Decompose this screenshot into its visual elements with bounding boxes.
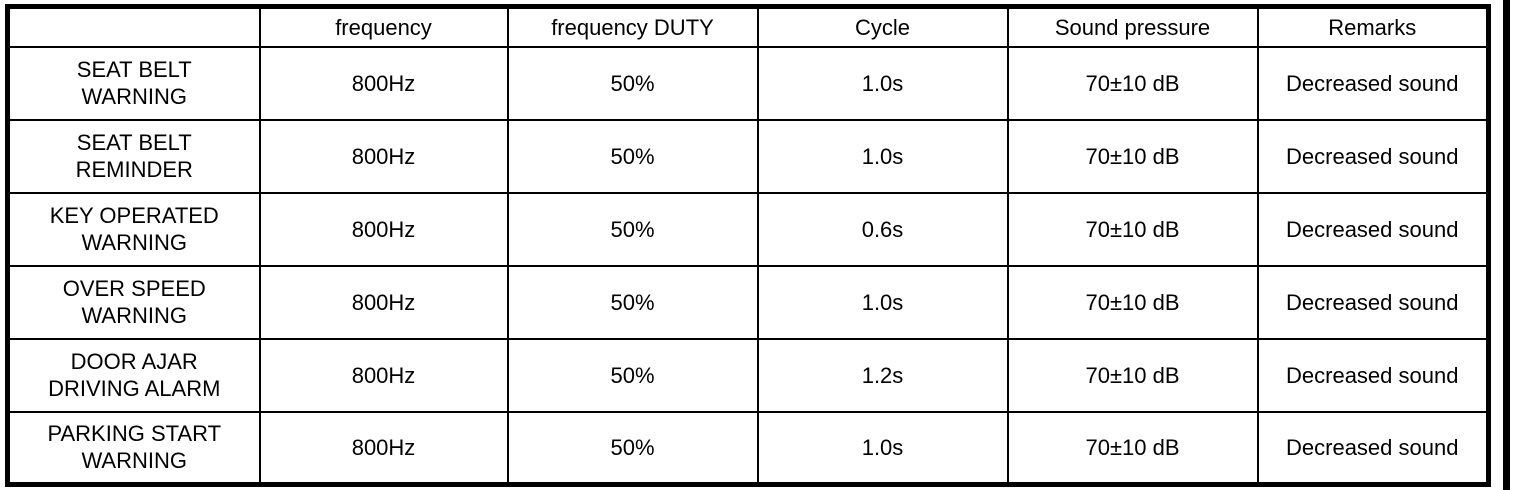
- cell-cycle: 1.0s: [756, 264, 1009, 340]
- table-header-row: frequency frequency DUTY Cycle Sound pre…: [6, 5, 1490, 48]
- page-edge-rule: [1503, 0, 1510, 490]
- row-label: SEAT BELT WARNING: [6, 45, 261, 121]
- cell-frequency: 800Hz: [258, 191, 509, 267]
- cell-frequency-duty: 50%: [506, 337, 759, 413]
- table-row-parking-start-warning: PARKING START WARNING 800Hz 50% 1.0s 70±…: [6, 410, 1490, 486]
- cell-frequency: 800Hz: [258, 118, 509, 194]
- cell-cycle: 0.6s: [756, 191, 1009, 267]
- row-label: KEY OPERATED WARNING: [6, 191, 261, 267]
- cell-cycle: 1.0s: [756, 118, 1009, 194]
- cell-frequency-duty: 50%: [506, 191, 759, 267]
- table-row-key-operated-warning: KEY OPERATED WARNING 800Hz 50% 0.6s 70±1…: [6, 191, 1490, 267]
- table-row-over-speed-warning: OVER SPEED WARNING 800Hz 50% 1.0s 70±10 …: [6, 264, 1490, 340]
- column-header-frequency-duty: frequency DUTY: [506, 5, 759, 48]
- cell-sound-pressure: 70±10 dB: [1006, 118, 1259, 194]
- cell-sound-pressure: 70±10 dB: [1006, 264, 1259, 340]
- buzzer-spec-table: frequency frequency DUTY Cycle Sound pre…: [5, 4, 1491, 487]
- column-header-sound-pressure: Sound pressure: [1006, 5, 1259, 48]
- cell-remarks: Decreased sound: [1256, 264, 1490, 340]
- row-label: SEAT BELT REMINDER: [6, 118, 261, 194]
- cell-cycle: 1.0s: [756, 410, 1009, 486]
- cell-frequency: 800Hz: [258, 410, 509, 486]
- column-header-frequency: frequency: [258, 5, 509, 48]
- cell-frequency-duty: 50%: [506, 118, 759, 194]
- cell-sound-pressure: 70±10 dB: [1006, 337, 1259, 413]
- cell-sound-pressure: 70±10 dB: [1006, 191, 1259, 267]
- cell-sound-pressure: 70±10 dB: [1006, 45, 1259, 121]
- row-label: PARKING START WARNING: [6, 410, 261, 486]
- cell-remarks: Decreased sound: [1256, 337, 1490, 413]
- cell-frequency: 800Hz: [258, 337, 509, 413]
- cell-frequency-duty: 50%: [506, 410, 759, 486]
- row-label: OVER SPEED WARNING: [6, 264, 261, 340]
- cell-sound-pressure: 70±10 dB: [1006, 410, 1259, 486]
- cell-cycle: 1.2s: [756, 337, 1009, 413]
- cell-frequency-duty: 50%: [506, 264, 759, 340]
- cell-frequency: 800Hz: [258, 45, 509, 121]
- table-row-seat-belt-warning: SEAT BELT WARNING 800Hz 50% 1.0s 70±10 d…: [6, 45, 1490, 121]
- row-label: DOOR AJAR DRIVING ALARM: [6, 337, 261, 413]
- cell-remarks: Decreased sound: [1256, 191, 1490, 267]
- table-row-door-ajar-driving-alarm: DOOR AJAR DRIVING ALARM 800Hz 50% 1.2s 7…: [6, 337, 1490, 413]
- column-header-name: [6, 5, 261, 48]
- column-header-remarks: Remarks: [1256, 5, 1490, 48]
- table-row-seat-belt-reminder: SEAT BELT REMINDER 800Hz 50% 1.0s 70±10 …: [6, 118, 1490, 194]
- cell-remarks: Decreased sound: [1256, 118, 1490, 194]
- cell-remarks: Decreased sound: [1256, 410, 1490, 486]
- cell-frequency-duty: 50%: [506, 45, 759, 121]
- cell-frequency: 800Hz: [258, 264, 509, 340]
- cell-remarks: Decreased sound: [1256, 45, 1490, 121]
- cell-cycle: 1.0s: [756, 45, 1009, 121]
- column-header-cycle: Cycle: [756, 5, 1009, 48]
